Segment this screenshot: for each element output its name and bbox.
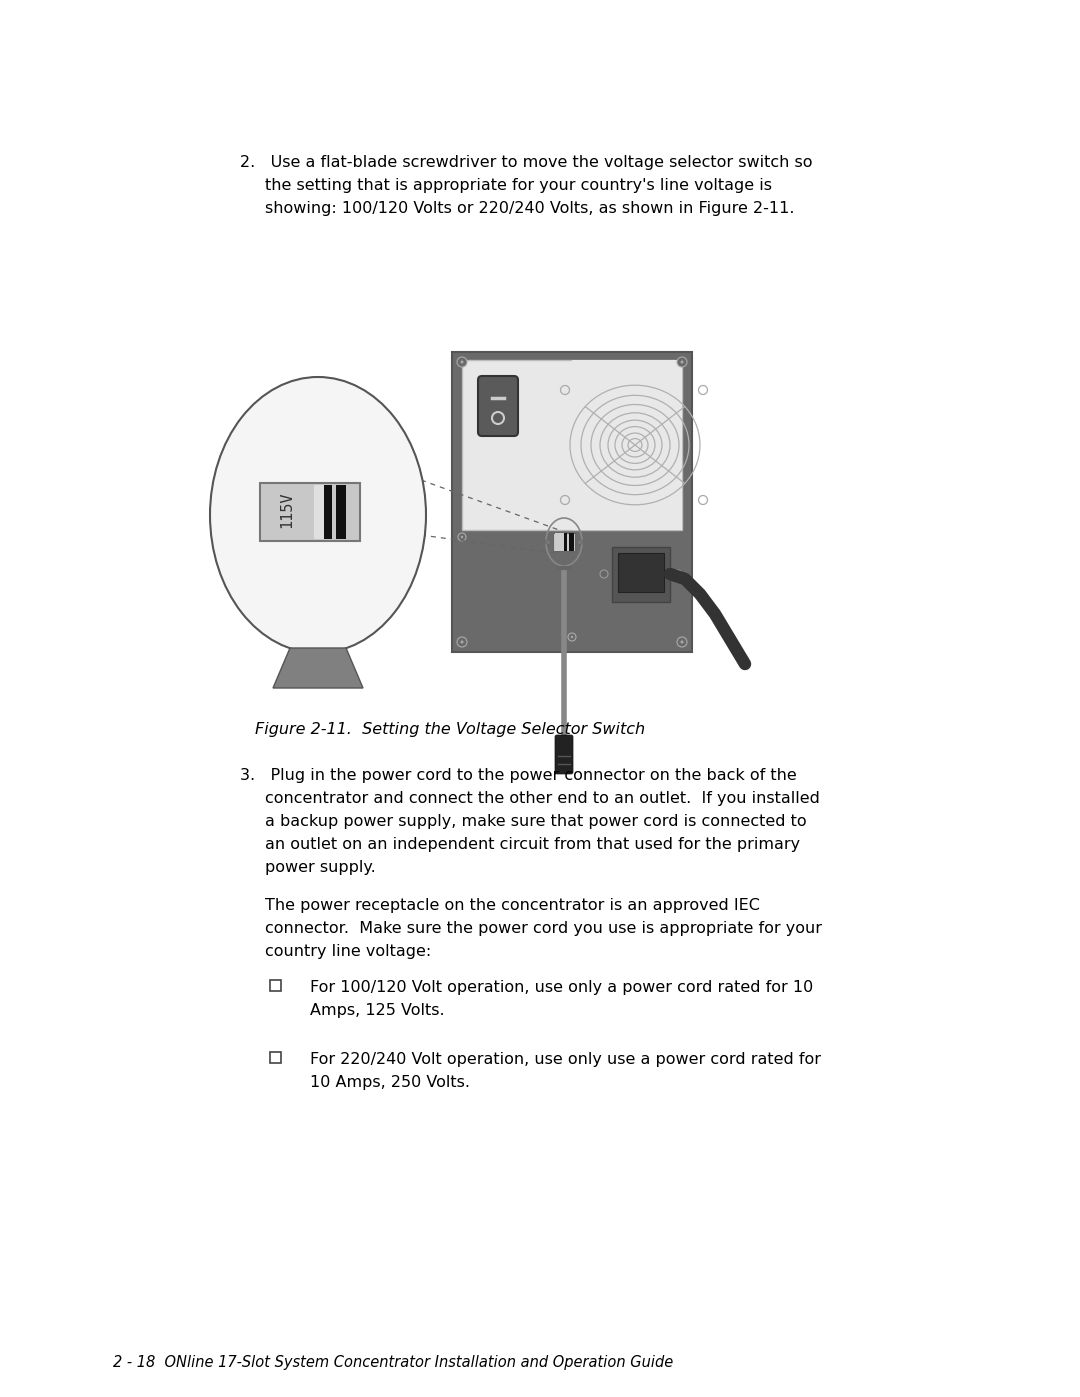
Text: 2.   Use a flat-blade screwdriver to move the voltage selector switch so: 2. Use a flat-blade screwdriver to move … bbox=[240, 155, 812, 170]
Circle shape bbox=[578, 539, 582, 545]
Text: connector.  Make sure the power cord you use is appropriate for your: connector. Make sure the power cord you … bbox=[265, 921, 822, 936]
Bar bbox=[322, 485, 332, 539]
Text: 3.   Plug in the power cord to the power connector on the back of the: 3. Plug in the power cord to the power c… bbox=[240, 768, 797, 782]
Text: For 220/240 Volt operation, use only use a power cord rated for: For 220/240 Volt operation, use only use… bbox=[310, 1052, 821, 1067]
Polygon shape bbox=[273, 648, 363, 687]
Circle shape bbox=[677, 358, 687, 367]
Bar bbox=[336, 485, 346, 539]
Bar bbox=[270, 981, 281, 990]
Text: a backup power supply, make sure that power cord is connected to: a backup power supply, make sure that po… bbox=[265, 814, 807, 828]
Circle shape bbox=[460, 360, 463, 363]
Circle shape bbox=[600, 570, 608, 578]
Bar bbox=[618, 553, 664, 592]
Circle shape bbox=[545, 539, 551, 545]
Circle shape bbox=[680, 640, 684, 644]
Bar bbox=[612, 548, 670, 602]
Bar bbox=[569, 534, 573, 550]
FancyBboxPatch shape bbox=[555, 735, 573, 774]
Bar bbox=[260, 483, 360, 541]
Text: showing: 100/120 Volts or 220/240 Volts, as shown in Figure 2-11.: showing: 100/120 Volts or 220/240 Volts,… bbox=[265, 201, 795, 217]
Circle shape bbox=[677, 637, 687, 647]
Circle shape bbox=[674, 570, 681, 578]
Text: country line voltage:: country line voltage: bbox=[265, 944, 431, 958]
Bar bbox=[314, 485, 324, 539]
Bar bbox=[270, 1052, 281, 1063]
Text: For 100/120 Volt operation, use only a power cord rated for 10: For 100/120 Volt operation, use only a p… bbox=[310, 981, 813, 995]
Text: 2 - 18  ONline 17-Slot System Concentrator Installation and Operation Guide: 2 - 18 ONline 17-Slot System Concentrato… bbox=[113, 1355, 673, 1370]
Circle shape bbox=[680, 360, 684, 363]
Text: concentrator and connect the other end to an outlet.  If you installed: concentrator and connect the other end t… bbox=[265, 791, 820, 806]
Circle shape bbox=[457, 637, 467, 647]
FancyBboxPatch shape bbox=[478, 376, 518, 436]
Bar bbox=[562, 534, 567, 550]
Text: 115V: 115V bbox=[280, 492, 295, 528]
Circle shape bbox=[461, 536, 463, 538]
Bar bbox=[553, 534, 575, 550]
Circle shape bbox=[571, 636, 573, 638]
Bar bbox=[453, 352, 692, 652]
Bar bbox=[572, 360, 681, 529]
Bar bbox=[462, 360, 681, 529]
Circle shape bbox=[568, 633, 576, 641]
Text: The power receptacle on the concentrator is an approved IEC: The power receptacle on the concentrator… bbox=[265, 898, 760, 914]
Text: power supply.: power supply. bbox=[265, 861, 376, 875]
Text: Amps, 125 Volts.: Amps, 125 Volts. bbox=[310, 1003, 445, 1018]
Bar bbox=[555, 534, 564, 550]
Text: the setting that is appropriate for your country's line voltage is: the setting that is appropriate for your… bbox=[265, 177, 772, 193]
Text: Figure 2-11.  Setting the Voltage Selector Switch: Figure 2-11. Setting the Voltage Selecto… bbox=[255, 722, 645, 738]
Text: an outlet on an independent circuit from that used for the primary: an outlet on an independent circuit from… bbox=[265, 837, 800, 852]
Circle shape bbox=[457, 358, 467, 367]
Circle shape bbox=[460, 640, 463, 644]
Text: 10 Amps, 250 Volts.: 10 Amps, 250 Volts. bbox=[310, 1076, 470, 1090]
Ellipse shape bbox=[210, 377, 426, 652]
Circle shape bbox=[458, 534, 465, 541]
